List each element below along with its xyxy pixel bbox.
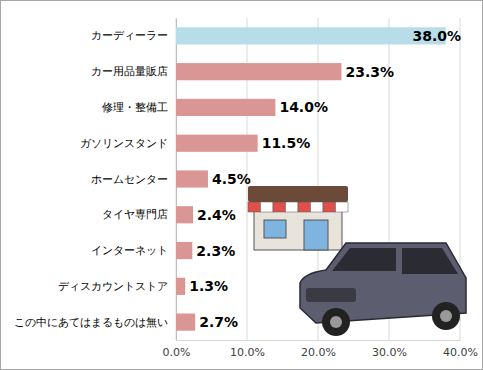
x-tick-label: 20.0%	[301, 346, 336, 359]
car-window	[402, 248, 458, 274]
data-label: 1.3%	[189, 278, 228, 294]
x-tick-label: 0.0%	[163, 346, 191, 359]
car-wheel	[322, 308, 350, 336]
y-tick-label: ディスカウントストア	[58, 280, 168, 293]
y-tick: ディスカウントストア	[58, 280, 176, 293]
x-tick-label: 10.0%	[230, 346, 265, 359]
x-tick-label: 30.0%	[372, 346, 407, 359]
y-tick: この中にあてはまるものは無い	[14, 316, 176, 329]
data-label: 2.7%	[199, 314, 238, 330]
shop-awning	[336, 202, 349, 212]
data-label: 11.5%	[262, 135, 311, 151]
y-tick-label: ホームセンター	[91, 173, 168, 186]
y-tick-label: カーディーラー	[91, 29, 168, 42]
bar	[176, 27, 446, 44]
shop-awning	[273, 202, 286, 212]
data-label: 38.0%	[412, 28, 461, 44]
car-hub	[440, 310, 452, 322]
shop-awning	[323, 202, 336, 212]
data-label: 23.3%	[345, 64, 394, 80]
y-tick: ホームセンター	[91, 173, 176, 186]
bar	[176, 278, 185, 295]
shop-sign	[248, 186, 348, 202]
shop-awning	[311, 202, 324, 212]
y-tick: インターネット	[91, 244, 176, 257]
shop-window	[264, 220, 286, 238]
y-tick-label: カー用品量販店	[91, 65, 168, 78]
shop-awning	[248, 202, 261, 212]
chart: 0.0% 10.0% 20.0% 30.0% 40.0% カーディーラーカー用品量販店修理…	[0, 0, 483, 370]
car-hub	[330, 316, 342, 328]
illustration	[248, 186, 466, 336]
bar	[176, 99, 275, 116]
x-tick: 20.0%	[301, 340, 336, 359]
x-axis: 0.0% 10.0% 20.0% 30.0% 40.0%	[163, 340, 478, 359]
shop-awning	[261, 202, 274, 212]
bar	[176, 170, 208, 187]
y-tick: 修理・整備工	[102, 101, 176, 114]
y-tick-label: インターネット	[91, 244, 168, 257]
car-grille	[306, 288, 356, 302]
bar	[176, 135, 258, 152]
y-tick-label: この中にあてはまるものは無い	[14, 316, 168, 329]
x-tick: 30.0%	[372, 340, 407, 359]
data-label: 2.4%	[197, 207, 236, 223]
x-axis-line	[177, 340, 461, 341]
y-tick: カーディーラー	[91, 29, 176, 42]
y-axis: カーディーラーカー用品量販店修理・整備工ガソリンスタンドホームセンタータイヤ専門…	[14, 19, 177, 341]
x-tick: 0.0%	[163, 340, 191, 359]
x-tick-label: 40.0%	[443, 346, 478, 359]
car-wheel	[432, 302, 460, 330]
bar	[176, 63, 341, 80]
shop-awning	[286, 202, 299, 212]
y-tick-label: タイヤ専門店	[102, 208, 168, 221]
shop-awning	[298, 202, 311, 212]
data-label: 14.0%	[279, 99, 328, 115]
data-label: 4.5%	[212, 171, 251, 187]
x-tick: 40.0%	[443, 340, 478, 359]
y-tick-label: 修理・整備工	[102, 101, 168, 114]
shop-wall	[254, 208, 342, 250]
chart-frame	[1, 1, 483, 370]
y-tick: カー用品量販店	[91, 65, 176, 78]
y-tick-label: ガソリンスタンド	[80, 137, 168, 150]
data-label: 2.3%	[196, 243, 235, 259]
bar	[176, 206, 193, 223]
y-tick: ガソリンスタンド	[80, 137, 176, 150]
car-window	[332, 248, 396, 271]
data-labels: 38.0% 23.3% 14.0% 11.5% 4.5% 2.4% 2.3% 1.3% 2.7%	[189, 28, 461, 330]
bar	[176, 314, 195, 331]
shop-door	[304, 220, 328, 250]
bar	[176, 242, 192, 259]
x-tick: 10.0%	[230, 340, 265, 359]
y-tick: タイヤ専門店	[102, 208, 176, 221]
